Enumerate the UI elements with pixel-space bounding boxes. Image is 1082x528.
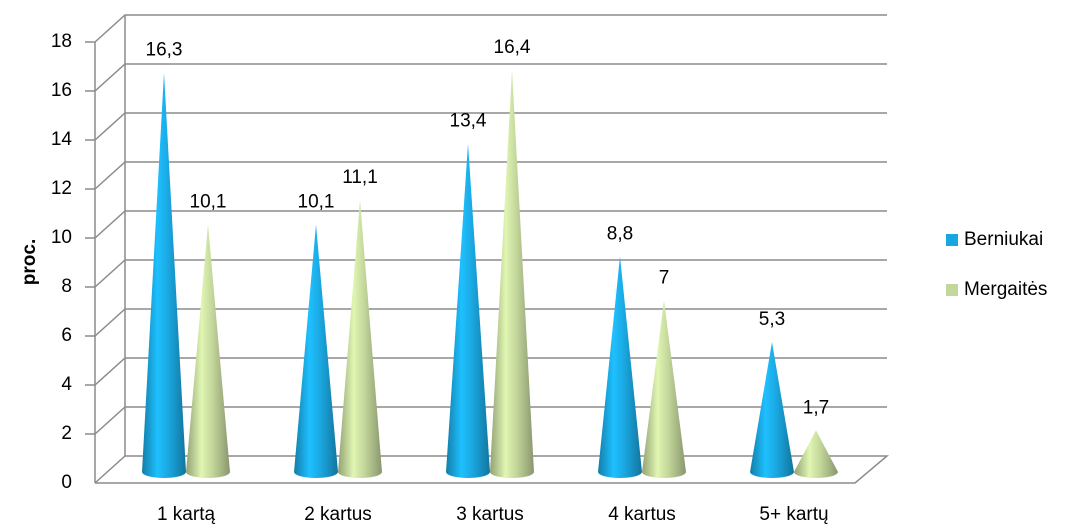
- y-tick-label: 4: [61, 374, 72, 395]
- grid-line: [85, 14, 887, 43]
- cone: [142, 72, 186, 479]
- grid-line: [85, 63, 887, 92]
- y-tick-label: 16: [51, 80, 72, 101]
- value-label: 16,3: [146, 40, 183, 61]
- y-tick-label: 0: [61, 472, 72, 493]
- cone: [598, 256, 642, 478]
- y-tick-label: 12: [51, 178, 72, 199]
- x-tick-label: 5+ kartų: [759, 504, 828, 525]
- grid-line: [85, 161, 887, 190]
- x-tick-label: 2 kartus: [304, 504, 372, 525]
- cone: [446, 143, 490, 478]
- cone: [490, 70, 534, 478]
- value-label: 8,8: [607, 223, 633, 244]
- value-label: 5,3: [759, 309, 785, 330]
- cone: [338, 200, 382, 478]
- x-tick-label: 4 kartus: [608, 504, 676, 525]
- y-tick-label: 8: [61, 276, 72, 297]
- value-label: 7: [659, 268, 670, 289]
- value-label: 11,1: [342, 167, 378, 188]
- y-tick-label: 18: [51, 31, 72, 52]
- y-tick-label: 6: [61, 325, 72, 346]
- cone: [186, 224, 230, 478]
- x-tick-label: 1 kartą: [157, 504, 216, 525]
- y-tick-label: 2: [61, 423, 72, 444]
- legend-label: Berniukai: [964, 229, 1043, 250]
- value-label: 10,1: [190, 192, 227, 213]
- legend-swatch: [946, 284, 958, 296]
- grid-line: [94, 455, 890, 484]
- legend-swatch: [946, 234, 958, 246]
- cone: [642, 300, 686, 478]
- y-axis-label: proc.: [19, 239, 40, 285]
- x-tick-label: 3 kartus: [456, 504, 524, 525]
- cone: [294, 224, 338, 478]
- y-tick-label: 10: [51, 227, 72, 248]
- value-label: 1,7: [803, 397, 829, 418]
- cone: [750, 342, 794, 478]
- legend-label: Mergaitės: [964, 279, 1047, 300]
- grid-line: [85, 112, 887, 141]
- value-label: 13,4: [450, 111, 487, 132]
- grid-line: [85, 210, 887, 239]
- value-label: 10,1: [298, 192, 335, 213]
- cone: [794, 430, 838, 478]
- value-label: 16,4: [494, 37, 531, 58]
- y-tick-label: 14: [51, 129, 73, 150]
